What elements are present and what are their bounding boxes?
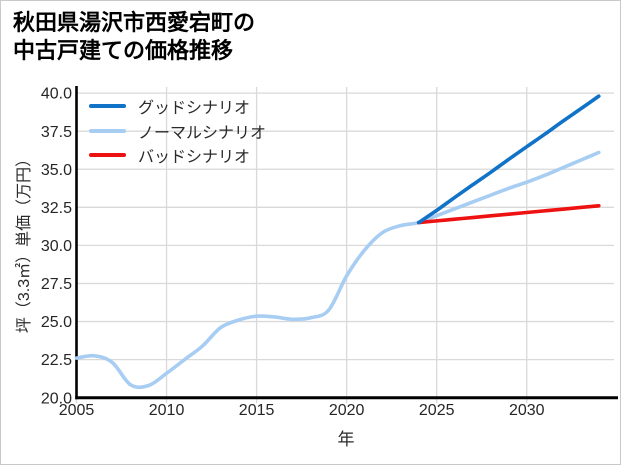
y-tick-label: 22.5	[41, 352, 72, 369]
x-tick-label: 2010	[149, 402, 185, 419]
y-tick-label: 20.0	[41, 390, 72, 407]
y-tick-label: 32.5	[41, 200, 72, 217]
y-tick-label: 40.0	[41, 86, 72, 103]
x-tick-label: 2015	[239, 402, 275, 419]
legend-item-normal: ノーマルシナリオ	[89, 119, 266, 144]
legend-label-good: グッドシナリオ	[138, 100, 251, 118]
y-tick-label: 25.0	[41, 314, 72, 331]
y-tick-label: 37.5	[41, 124, 72, 141]
y-axis-title: 坪（3.3㎡）単価（万円）	[16, 150, 33, 334]
series-line-good	[416, 94, 601, 225]
legend-label-bad: バッドシナリオ	[138, 149, 251, 167]
legend-item-bad: バッドシナリオ	[89, 143, 266, 168]
legend-swatch-bad-line-icon	[89, 153, 126, 158]
series-line-bad	[416, 203, 601, 225]
chart-title-line1: 秋田県湯沢市西愛宕町の	[13, 10, 256, 35]
x-axis-title: 年	[337, 430, 355, 449]
y-tick-label: 30.0	[41, 238, 72, 255]
x-tick-label: 2005	[59, 402, 95, 419]
chart-title-line2: 中古戸建ての価格推移	[13, 38, 234, 63]
series-line-normal	[74, 150, 601, 390]
legend-item-good: グッドシナリオ	[89, 94, 266, 119]
legend-label-normal: ノーマルシナリオ	[138, 124, 267, 142]
x-tick-label: 2020	[329, 402, 365, 419]
legend-swatch-normal-line-icon	[89, 128, 126, 133]
legend-swatch-good-line-icon	[89, 104, 126, 109]
y-tick-label: 27.5	[41, 276, 72, 293]
legend: グッドシナリオ ノーマルシナリオ バッドシナリオ	[89, 94, 266, 168]
x-tick-label: 2025	[419, 402, 455, 419]
chart-title: 秋田県湯沢市西愛宕町の 中古戸建ての価格推移	[13, 9, 255, 65]
x-tick-label: 2030	[509, 402, 545, 419]
y-tick-label: 35.0	[41, 162, 72, 179]
